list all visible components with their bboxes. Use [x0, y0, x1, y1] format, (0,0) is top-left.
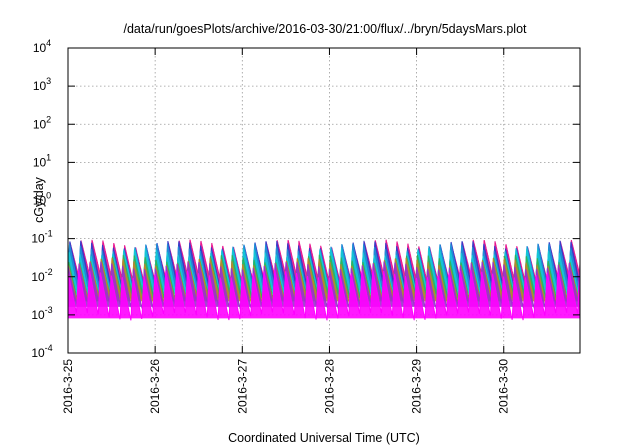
series-line-7 — [67, 269, 581, 321]
y-axis: 10-4 10-3 10-2 10-1 100 101 102 103 104 — [31, 38, 580, 360]
y-tick-label: 10-4 — [31, 343, 52, 360]
series-line-3 — [67, 247, 581, 296]
x-tick-label: 2016-3-27 — [235, 359, 249, 414]
series-area-7 — [68, 269, 580, 321]
y-tick-label: 100 — [33, 191, 51, 208]
y-tick-label: 103 — [33, 76, 51, 93]
x-tick-label: 2016-3-25 — [61, 359, 75, 414]
x-tick-label: 2016-3-28 — [322, 359, 336, 414]
chart-title: /data/run/goesPlots/archive/2016-03-30/2… — [123, 22, 527, 36]
series-line-2 — [67, 243, 581, 293]
y-tick-label: 101 — [33, 152, 51, 169]
y-tick-label: 10-1 — [31, 229, 52, 246]
y-tick-label: 10-2 — [31, 267, 52, 284]
y-axis-title: cGy/day — [32, 176, 46, 223]
x-axis: 2016-3-25 2016-3-26 2016-3-27 2016-3-28 2016… — [61, 48, 511, 414]
x-tick-label: 2016-3-26 — [148, 359, 162, 414]
x-tick-label: 2016-3-30 — [497, 359, 511, 414]
x-axis-title: Coordinated Universal Time (UTC) — [228, 431, 420, 445]
plot-area — [67, 239, 581, 321]
y-tick-label: 10-3 — [31, 305, 52, 322]
x-tick-label: 2016-3-29 — [410, 359, 424, 414]
y-tick-label: 102 — [33, 114, 51, 131]
y-tick-label: 104 — [33, 38, 51, 55]
